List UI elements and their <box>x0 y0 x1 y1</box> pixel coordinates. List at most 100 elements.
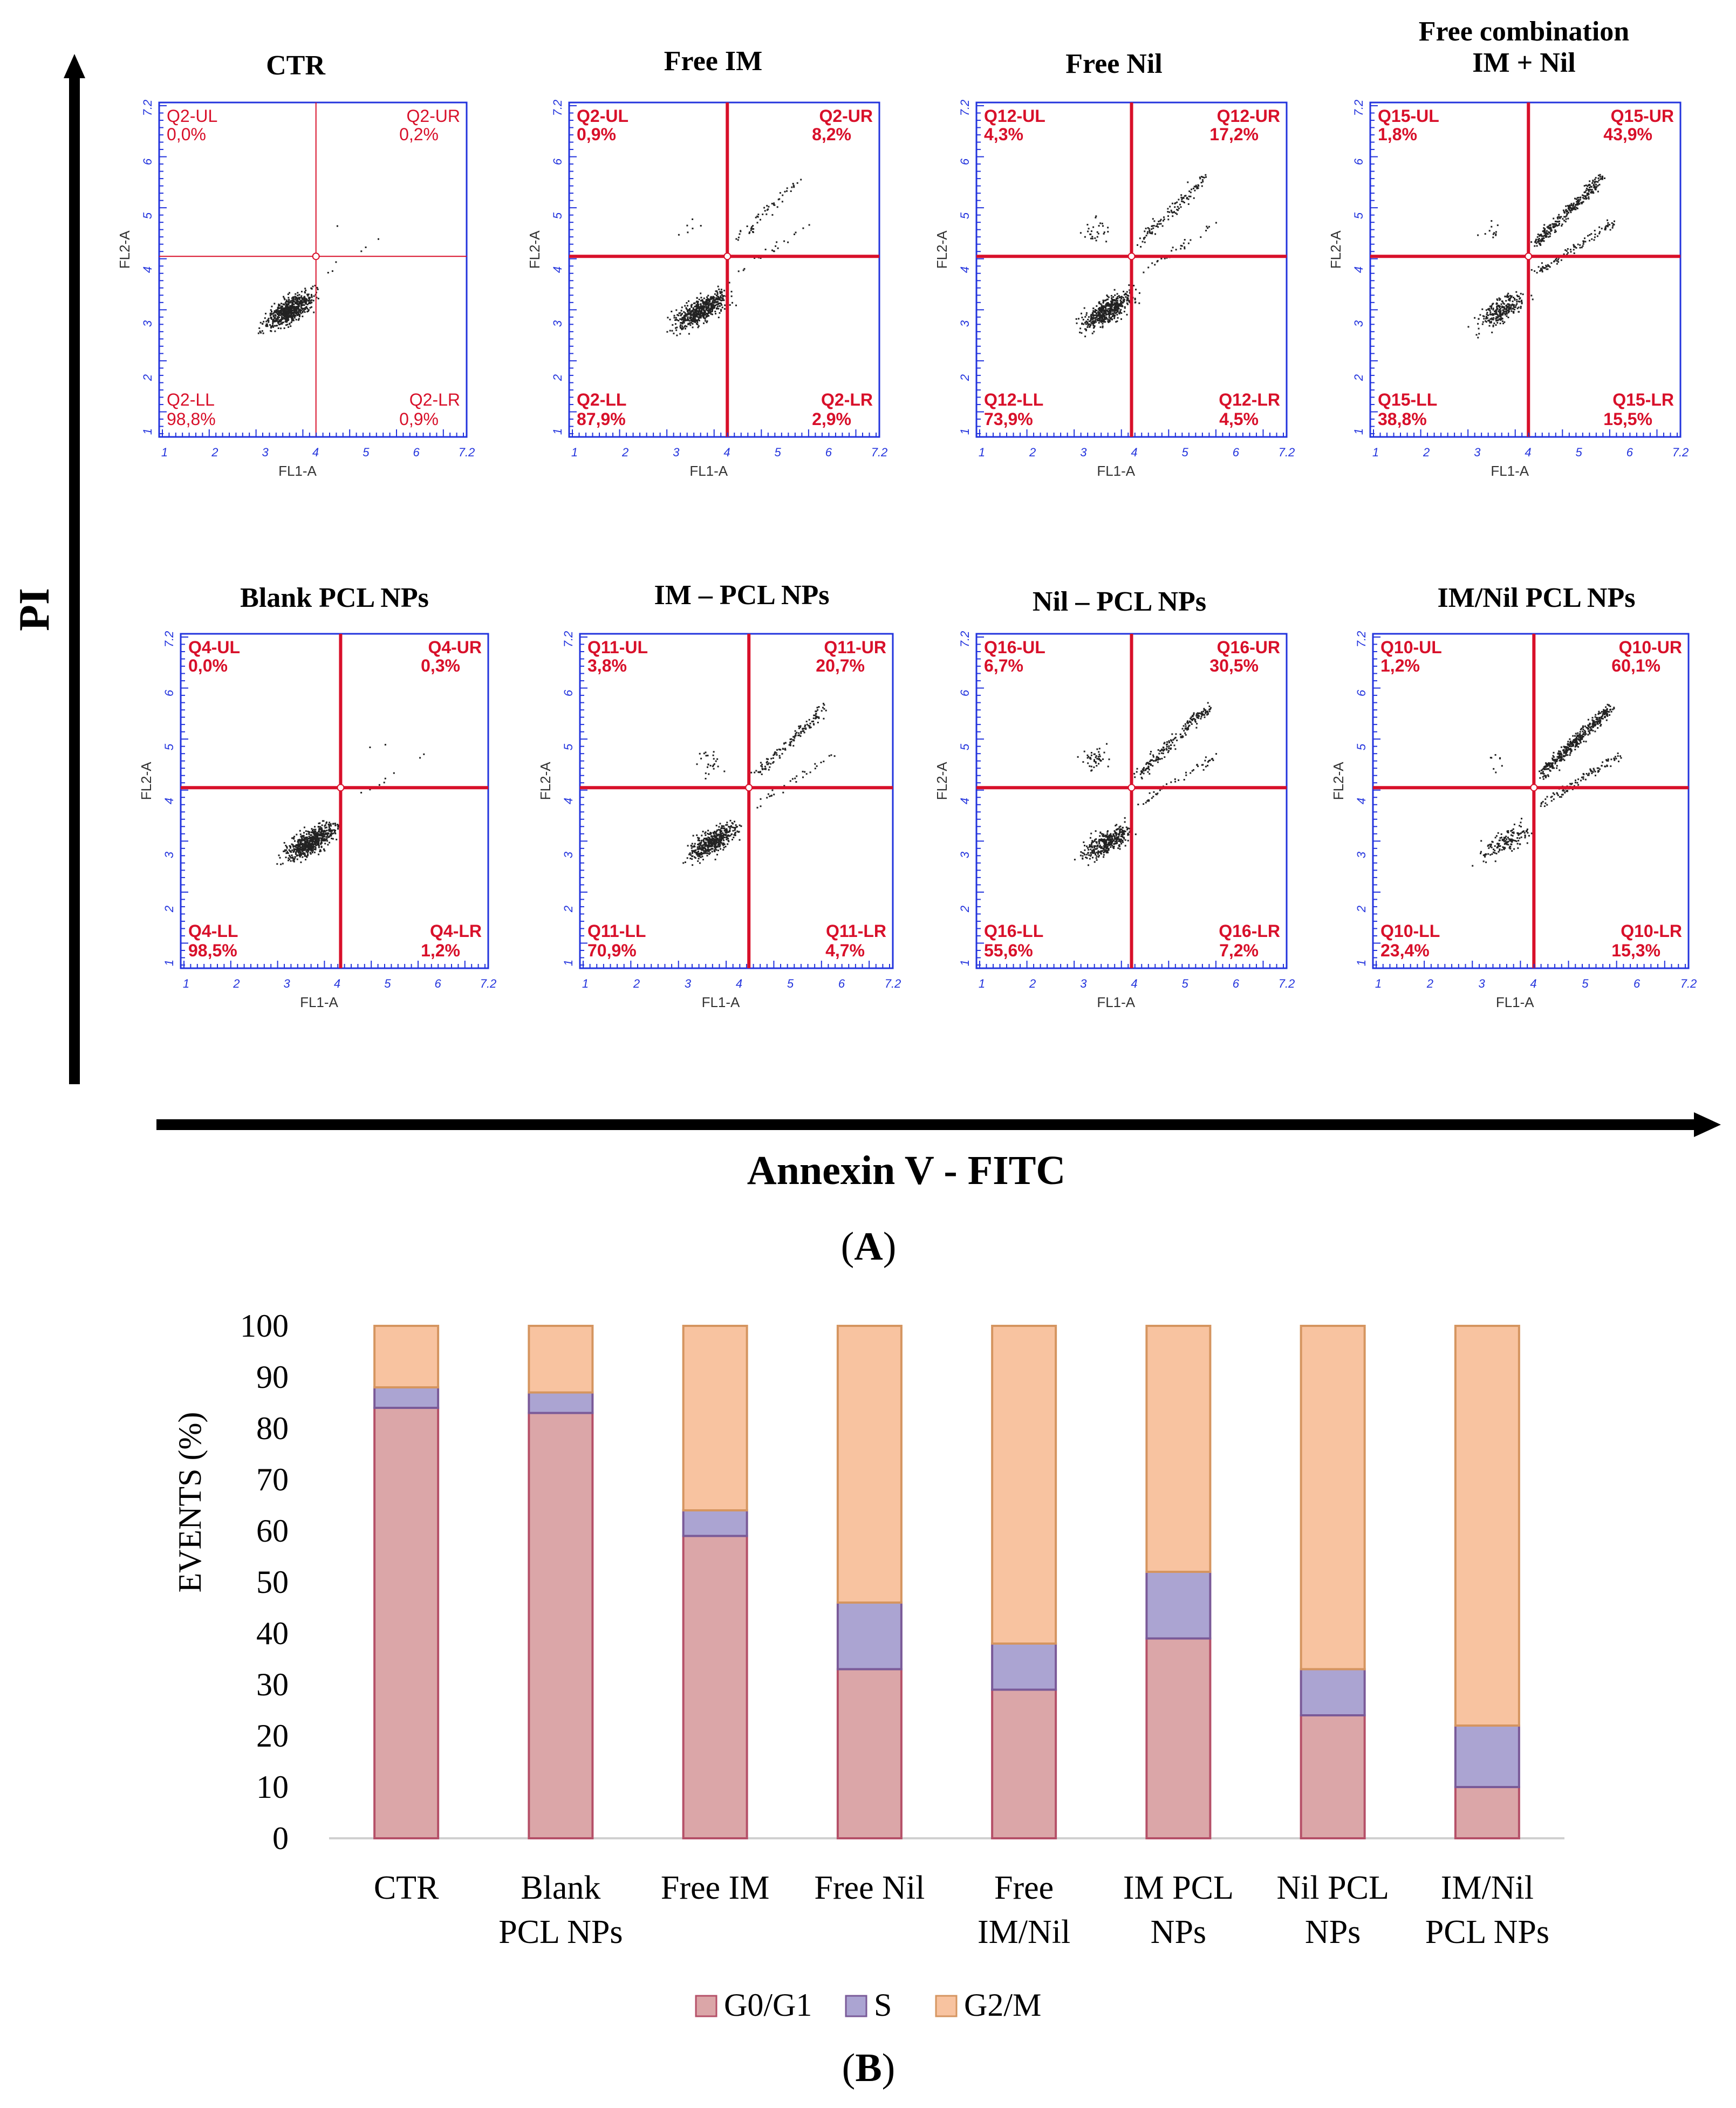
event-dot <box>706 300 708 303</box>
event-dot <box>305 851 307 853</box>
event-dot <box>714 831 716 833</box>
event-dot <box>1103 854 1105 856</box>
event-dot <box>699 752 701 755</box>
event-dot <box>1594 234 1596 235</box>
event-dot <box>300 306 302 309</box>
event-dot <box>1110 835 1112 837</box>
event-dot <box>720 309 722 311</box>
event-dot <box>1556 263 1558 265</box>
event-dot <box>316 837 318 839</box>
event-dot <box>1496 303 1498 305</box>
event-dot <box>1102 850 1104 852</box>
event-dot <box>784 742 787 744</box>
event-dot <box>1117 317 1119 319</box>
event-dot <box>772 762 774 764</box>
event-dot <box>702 309 705 311</box>
event-dot <box>297 850 299 852</box>
event-dot <box>1120 829 1123 831</box>
event-dot <box>1126 295 1129 296</box>
event-dot <box>696 310 699 312</box>
event-dot <box>1585 196 1587 198</box>
event-dot <box>1114 294 1116 296</box>
event-dot <box>716 291 719 293</box>
event-dot <box>712 765 714 768</box>
event-dot <box>698 858 700 860</box>
event-dot <box>310 287 312 289</box>
event-dot <box>305 855 307 857</box>
event-dot <box>1113 317 1116 319</box>
event-dot <box>285 849 288 851</box>
event-dot <box>1552 223 1554 225</box>
event-dot <box>792 745 795 747</box>
event-dot <box>735 304 737 306</box>
event-dot <box>310 849 312 851</box>
event-dot <box>704 844 706 846</box>
event-dot <box>1091 842 1093 844</box>
event-dot <box>286 304 288 306</box>
event-dot <box>702 859 704 861</box>
event-dot <box>711 310 713 312</box>
flow-plot-frame <box>1369 101 1682 438</box>
event-dot <box>705 839 707 841</box>
event-dot <box>715 832 717 834</box>
event-dot <box>687 231 689 234</box>
event-dot <box>1594 230 1596 231</box>
event-dot <box>760 218 761 221</box>
event-dot <box>1162 220 1164 222</box>
event-dot <box>1104 317 1106 319</box>
event-dot <box>699 847 700 850</box>
quadrant-ll-value: 87,9% <box>577 409 626 429</box>
flow-plot-frame <box>579 633 894 969</box>
event-dot <box>1539 270 1541 272</box>
event-dot <box>1117 304 1119 306</box>
event-dot <box>303 826 305 829</box>
event-dot <box>266 325 268 327</box>
event-dot <box>712 306 714 309</box>
event-dot <box>283 310 285 312</box>
event-dot <box>1593 192 1595 194</box>
quadrant-ul-name: Q12-UL <box>984 106 1045 126</box>
event-dot <box>1144 236 1146 238</box>
event-dot <box>1496 321 1499 324</box>
event-dot <box>1112 313 1115 316</box>
event-dot <box>707 830 709 832</box>
event-dot <box>288 314 290 316</box>
event-dot <box>1145 235 1147 237</box>
event-dot <box>306 856 308 858</box>
event-dot <box>734 828 736 830</box>
event-dot <box>1577 203 1579 205</box>
event-dot <box>289 305 291 307</box>
event-dot <box>1546 226 1548 228</box>
event-dot <box>300 851 302 853</box>
event-dot <box>1487 317 1488 319</box>
flow-plot-x-label: FL1-A <box>1491 463 1529 479</box>
event-dot <box>1105 304 1107 306</box>
flow-plot-7: Nil – PCL NPs1122334455667.27.2FL1-AFL2-… <box>934 586 1295 1010</box>
event-dot <box>763 768 766 770</box>
event-dot <box>714 848 716 850</box>
event-dot <box>717 846 719 848</box>
event-dot <box>689 310 691 312</box>
event-dot <box>304 300 306 302</box>
event-dot <box>1102 319 1104 321</box>
event-dot <box>1483 318 1485 320</box>
event-dot <box>673 332 675 334</box>
event-dot <box>1511 310 1513 312</box>
event-dot <box>1095 845 1096 847</box>
event-dot <box>1555 258 1557 261</box>
event-dot <box>1109 319 1111 321</box>
event-dot <box>1500 314 1502 316</box>
event-dot <box>315 834 317 837</box>
event-dot <box>1589 187 1591 188</box>
event-dot <box>307 850 309 852</box>
event-dot <box>324 850 326 852</box>
event-dot <box>702 844 704 846</box>
event-dot <box>1094 852 1096 854</box>
event-dot <box>786 187 788 189</box>
event-dot <box>716 853 718 855</box>
event-dot <box>1118 308 1120 310</box>
event-dot <box>329 824 331 826</box>
event-dot <box>313 838 316 840</box>
event-dot <box>1560 216 1562 218</box>
event-dot <box>1495 233 1497 235</box>
